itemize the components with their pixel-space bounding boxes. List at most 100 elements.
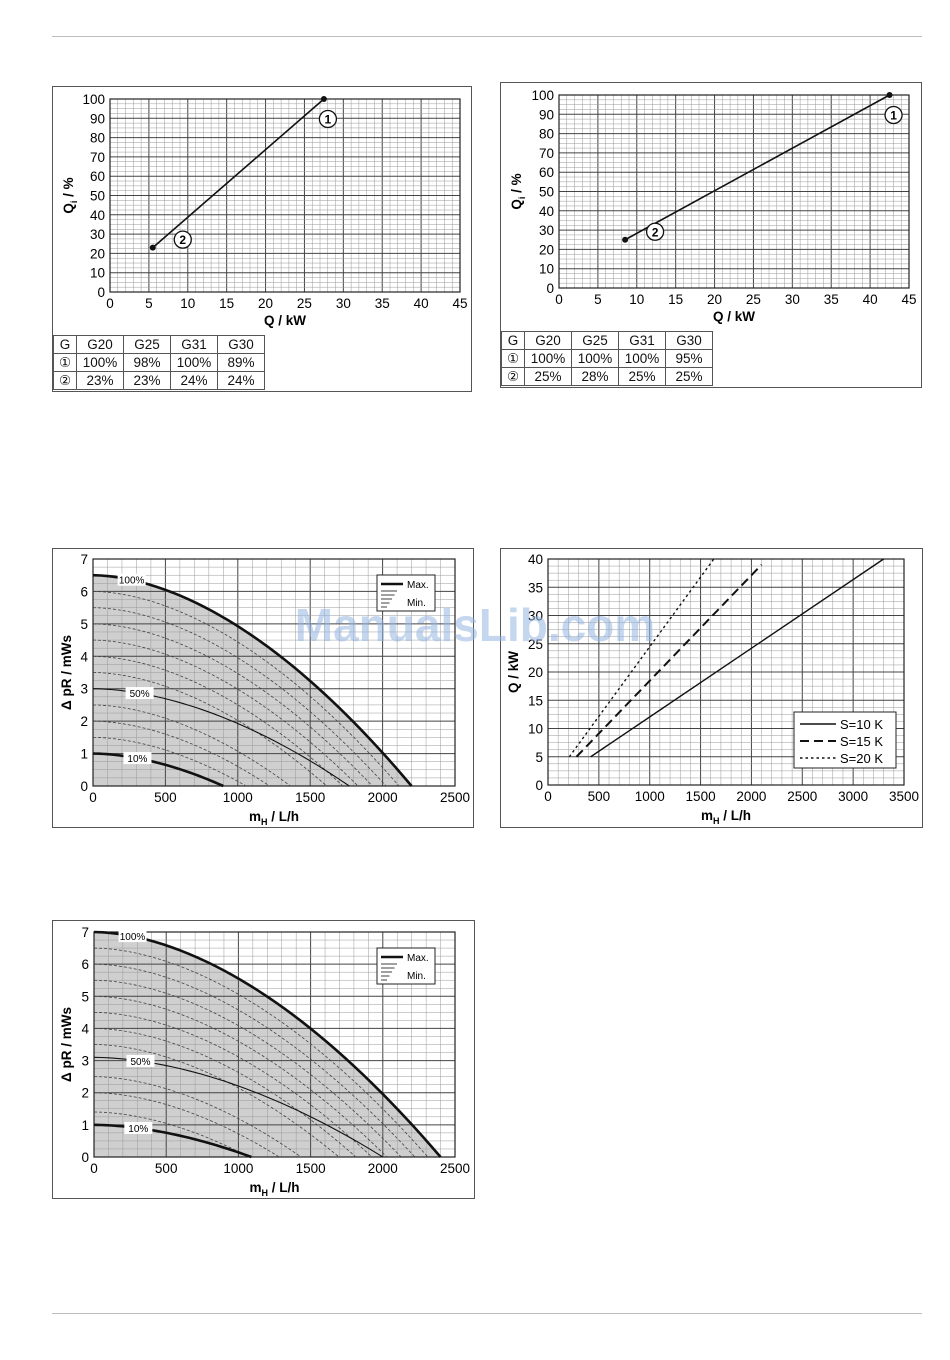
table-cell: ②: [53, 371, 77, 390]
intermediate-curve: [93, 1092, 280, 1158]
intermediate-curve: [93, 1076, 302, 1158]
y-tick-label: 20: [90, 246, 105, 261]
operating-point: [622, 236, 629, 243]
point-marker-circle: [173, 230, 192, 249]
x-tick-label: 45: [901, 292, 916, 307]
x-tick-label: 2000: [368, 790, 398, 805]
y-tick-label: 30: [90, 227, 105, 242]
chart-4-svg: 0 500 1000 1500 2000 2500 3000 3500 0 5 10 15 20 25 30…: [506, 552, 919, 826]
legend-label: S=15 K: [840, 734, 883, 749]
curve-label-bg: [118, 930, 147, 943]
gas-table-1: G G20 G25 G31 G30 ① 100% 98% 100% 89% ② …: [53, 335, 265, 390]
table-cell: G: [501, 331, 525, 350]
y-tick-label: 40: [90, 208, 105, 223]
table-cell: 98%: [123, 353, 171, 372]
y-tick-label: 20: [528, 665, 543, 680]
series-line-S10K: [590, 558, 885, 758]
curve-label-bg: [117, 573, 146, 586]
y-tick-label: 10: [539, 262, 554, 277]
curve-label: 100%: [119, 576, 145, 587]
y-tick-label: 0: [81, 1150, 89, 1165]
y-tick-label: 50: [539, 185, 554, 200]
table-cell: G: [53, 335, 77, 354]
plot-frame: [547, 558, 905, 786]
x-tick-label: 20: [258, 296, 273, 311]
point-marker-label: 1: [890, 109, 897, 123]
chart-3-svg: 0 500 1000 1500 2000 2500 0 1 2 3 4 5 6 7 mH / L/h Δ pR…: [59, 552, 470, 827]
y-tick-label: 5: [81, 989, 89, 1004]
y-tick-label: 100: [82, 92, 105, 107]
table-cell: 100%: [524, 349, 572, 368]
x-tick-label: 1000: [635, 789, 665, 804]
table-cell: 24%: [217, 371, 265, 390]
x-tick-label: 1500: [295, 790, 325, 805]
intermediate-curve: [93, 963, 416, 1158]
pump-curve-100pct: [92, 573, 413, 787]
y-tick-label: 20: [539, 242, 554, 257]
y-tick-label: 60: [539, 165, 554, 180]
y-tick-label: 6: [81, 957, 89, 972]
intermediate-curve: [92, 655, 344, 787]
table-cell: G31: [170, 335, 218, 354]
legend-label: S=10 K: [840, 717, 883, 732]
y-tick-label: 70: [539, 146, 554, 161]
y-tick-label: 1: [81, 1118, 89, 1133]
plot-frame: [109, 98, 461, 293]
x-tick-label: 3500: [889, 789, 919, 804]
y-tick-label: 90: [90, 111, 105, 126]
intermediate-curve: [92, 639, 359, 787]
y-tick-label: 25: [528, 637, 543, 652]
x-tick-label: 0: [544, 789, 552, 804]
y-tick-label: 1: [80, 747, 88, 762]
intermediate-curve: [93, 995, 388, 1158]
series-line-S15K: [575, 563, 763, 758]
intermediate-curve: [93, 1111, 250, 1158]
curve-label-bg: [123, 752, 152, 765]
intermediate-curve: [93, 1044, 340, 1158]
bottom-rule: [52, 1313, 922, 1314]
y-tick-label: 80: [539, 127, 554, 142]
table-cell: 100%: [618, 349, 666, 368]
table-cell: 100%: [76, 353, 124, 372]
y-tick-label: 6: [80, 584, 88, 599]
x-tick-label: 10: [180, 296, 195, 311]
chart-1-svg: 0 5 10 15 20 25 30 35 40 450102030405060708090100…: [61, 92, 468, 328]
x-tick-label: 30: [785, 292, 800, 307]
y-tick-label: 30: [539, 223, 554, 238]
y-tick-label: 100: [531, 88, 554, 103]
plot-frame: [558, 94, 910, 289]
x-tick-label: 3000: [838, 789, 868, 804]
x-tick-label: 1000: [223, 790, 253, 805]
x-tick-label: 500: [155, 1161, 178, 1176]
point-marker-label: 1: [325, 113, 332, 127]
intermediate-curve: [92, 736, 247, 787]
y-tick-label: 70: [90, 150, 105, 165]
curve-label: 100%: [120, 932, 146, 943]
point-marker-circle: [645, 222, 665, 241]
y-tick-label: 0: [80, 779, 88, 794]
y-tick-label: 40: [528, 552, 543, 567]
x-tick-label: 500: [588, 789, 611, 804]
point-marker-label: 2: [652, 225, 659, 239]
y-tick-label: 3: [81, 1054, 89, 1069]
operating-range-line: [624, 94, 890, 241]
table-cell: 24%: [170, 371, 218, 390]
pump-curve-10pct: [93, 1123, 252, 1159]
y-tick-label: 2: [80, 714, 88, 729]
x-tick-label: 2500: [440, 790, 470, 805]
table-cell: 28%: [571, 367, 619, 386]
x-tick-label: 15: [668, 292, 683, 307]
curve-label-bg: [126, 1054, 155, 1067]
curve-label: 10%: [128, 1124, 148, 1135]
intermediate-curve: [92, 672, 328, 787]
y-tick-label: 10: [528, 722, 543, 737]
intermediate-curve: [93, 1011, 373, 1158]
x-tick-label: 2000: [368, 1161, 398, 1176]
chart-panel-4: 0 500 1000 1500 2000 2500 3000 3500 0 5 10 15 20 25 30…: [500, 548, 923, 828]
chart-5-svg: 0 500 1000 1500 2000 2500 0 1 2 3 4 5 6 7 mH / L/h Δ pR…: [59, 925, 470, 1198]
y-tick-label: 10: [90, 266, 105, 281]
table-cell: G30: [665, 331, 713, 350]
intermediate-curve: [93, 947, 429, 1158]
x-tick-label: 15: [219, 296, 234, 311]
y-tick-label: 60: [90, 169, 105, 184]
